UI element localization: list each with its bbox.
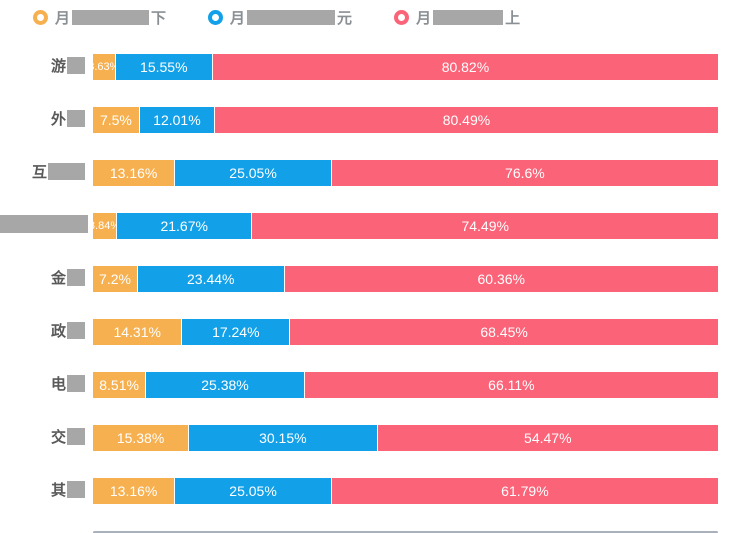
legend: 月下 月元 月上 <box>0 0 734 28</box>
bar-segment-blue: 21.67% <box>117 213 253 239</box>
category-label: 政 <box>0 319 93 345</box>
redaction-block <box>67 322 85 339</box>
x-axis: 0 20 60 80 100 <box>93 531 718 533</box>
plot-area: 游 3.63% 15.55% 80.82% 外 7.5% 12.01% 80.4… <box>0 54 734 504</box>
bar-row: 金 7.2% 23.44% 60.36% <box>0 266 734 292</box>
bar-segment-orange: 8.51% <box>93 372 147 398</box>
legend-label: 月下 <box>55 9 167 27</box>
legend-item-income-high[interactable]: 月上 <box>394 7 520 28</box>
legend-marker-orange-icon <box>33 9 48 25</box>
bar-segment-pink: 74.49% <box>252 213 718 239</box>
bar-segment-orange: 7.2% <box>93 266 138 292</box>
bar-row: 互 13.16% 25.05% 76.6% <box>0 160 734 186</box>
legend-item-income-mid[interactable]: 月元 <box>208 7 352 28</box>
bar-segment-orange: 3.84% <box>89 213 120 239</box>
category-label: 外 <box>0 107 93 133</box>
legend-item-income-low[interactable]: 月下 <box>33 7 166 28</box>
bar-segment-pink: 80.49% <box>214 107 718 133</box>
bar-row: 政 14.31% 17.24% 68.45% <box>0 319 734 345</box>
bar-segment-orange: 14.31% <box>93 319 183 345</box>
bar-segment-pink: 80.82% <box>212 54 718 80</box>
x-axis-line <box>93 531 718 533</box>
redaction-block <box>67 481 85 498</box>
bar-segment-blue: 25.38% <box>146 372 305 398</box>
category-label: 金 <box>0 266 93 292</box>
redaction-block <box>67 57 85 74</box>
category-label: 其 <box>0 478 93 504</box>
category-label: 电 <box>0 372 93 398</box>
category-label: 游 <box>0 54 93 80</box>
bar-segment-pink: 61.79% <box>331 478 718 504</box>
bar-segment-pink: 54.47% <box>377 425 718 451</box>
bar-segment-orange: 7.5% <box>93 107 140 133</box>
bar-segment-pink: 68.45% <box>290 319 718 345</box>
bar-segment-blue: 17.24% <box>182 319 291 345</box>
redaction-block <box>0 215 88 233</box>
bar-segment-pink: 76.6% <box>331 160 718 186</box>
bar-row: 其 13.16% 25.05% 61.79% <box>0 478 734 504</box>
redaction-block <box>67 428 85 445</box>
bar-row: 交 15.38% 30.15% 54.47% <box>0 425 734 451</box>
redaction-block <box>247 9 336 25</box>
redaction-block <box>72 9 150 25</box>
bar-segment-blue: 30.15% <box>189 425 378 451</box>
category-label: 交 <box>0 425 93 451</box>
bar-segment-pink: 66.11% <box>304 372 718 398</box>
redaction-block <box>48 163 85 180</box>
redaction-block <box>433 9 504 25</box>
bar-segment-pink: 60.36% <box>284 266 718 292</box>
bar-segment-orange: 3.63% <box>88 54 119 80</box>
bar-segment-orange: 15.38% <box>93 425 190 451</box>
legend-marker-blue-icon <box>208 9 224 25</box>
category-label <box>0 213 93 239</box>
bar-segment-blue: 25.05% <box>175 478 332 504</box>
legend-label: 月元 <box>230 9 353 27</box>
bar-row: 游 3.63% 15.55% 80.82% <box>0 54 734 80</box>
bar-segment-blue: 15.55% <box>115 54 213 80</box>
category-label: 互 <box>0 160 93 186</box>
redaction-block <box>67 375 85 392</box>
redaction-block <box>67 110 85 127</box>
legend-marker-pink-icon <box>394 9 410 25</box>
bar-row: 电 8.51% 25.38% 66.11% <box>0 372 734 398</box>
bar-row: 外 7.5% 12.01% 80.49% <box>0 107 734 133</box>
bar-segment-blue: 12.01% <box>139 107 215 133</box>
bar-segment-blue: 25.05% <box>175 160 332 186</box>
legend-label: 月上 <box>416 9 521 27</box>
bar-segment-orange: 13.16% <box>93 478 176 504</box>
redaction-block <box>67 269 85 286</box>
bar-segment-blue: 23.44% <box>138 266 285 292</box>
bar-segment-orange: 13.16% <box>93 160 176 186</box>
bar-row: 3.84% 21.67% 74.49% <box>0 213 734 239</box>
